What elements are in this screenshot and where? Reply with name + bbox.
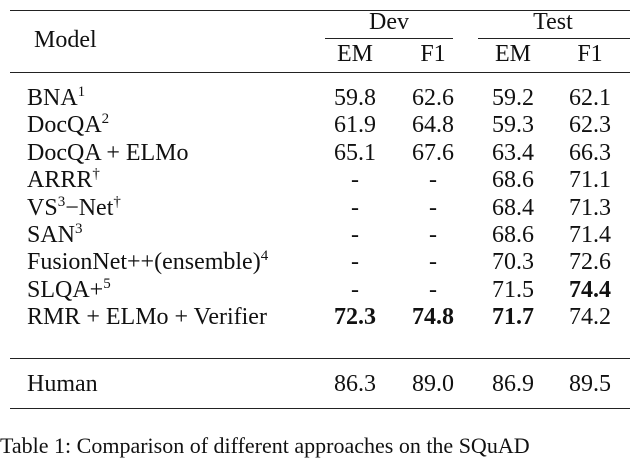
model-superscript: 4 — [260, 248, 269, 265]
model-text: FusionNet++(ensemble) — [27, 249, 261, 276]
cell: - — [429, 222, 437, 248]
model-name: DocQA2 — [27, 111, 109, 139]
model-name: SAN3 — [27, 221, 83, 249]
header-model: Model — [34, 27, 97, 53]
cell: 62.3 — [569, 112, 611, 139]
model-name: BNA1 — [27, 84, 85, 112]
cell: 63.4 — [492, 139, 534, 166]
cell: 59.8 — [334, 85, 376, 111]
group-header: Dev — [369, 9, 409, 35]
cell: - — [429, 249, 437, 276]
model-name: Human — [27, 370, 98, 398]
cell: 67.6 — [412, 139, 454, 166]
group-header: Test — [533, 9, 573, 35]
model-superscript: 3 — [75, 221, 83, 237]
page: Model (() => { const data = JSON.parse(d… — [0, 9, 630, 458]
cell: - — [351, 222, 359, 248]
cell: 71.5 — [492, 276, 534, 303]
model-text: RMR + ELMo + Verifier — [27, 304, 267, 331]
cell: 89.0 — [412, 371, 454, 397]
model-text: VS — [27, 194, 58, 221]
cell: 64.8 — [412, 112, 454, 139]
column-header: EM — [495, 41, 531, 67]
cell: 71.3 — [569, 194, 611, 221]
cell: 65.1 — [334, 139, 376, 166]
model-text: SLQA+ — [27, 276, 104, 303]
cell: 62.6 — [412, 85, 454, 111]
model-text: DocQA + ELMo — [27, 139, 189, 166]
cell: - — [351, 249, 359, 276]
model-superscript: 1 — [77, 84, 86, 100]
column-header: F1 — [577, 41, 603, 67]
model-name: VS3−Net† — [27, 194, 121, 222]
model-text: DocQA — [27, 112, 102, 139]
model-superscript: 2 — [101, 111, 110, 128]
cell: 62.1 — [569, 85, 611, 111]
model-name: FusionNet++(ensemble)4 — [27, 248, 268, 276]
cell: - — [429, 194, 437, 221]
cell: 66.3 — [569, 139, 611, 166]
model-text: SAN — [27, 222, 76, 248]
cell: 59.3 — [492, 112, 534, 139]
cell: 71.1 — [569, 167, 611, 194]
model-superscript: † — [92, 166, 100, 183]
model-text: Human — [27, 371, 98, 397]
cell: 68.6 — [492, 222, 534, 248]
model-text: BNA — [27, 85, 78, 111]
cell: - — [351, 167, 359, 194]
model-name: SLQA+5 — [27, 276, 111, 304]
cell: 72.3 — [334, 304, 376, 331]
column-header: F1 — [420, 41, 446, 67]
model-name: ARRR† — [27, 166, 100, 194]
cell: 74.2 — [569, 304, 611, 331]
cell: 74.8 — [412, 304, 454, 331]
model-text: −Net — [65, 194, 114, 221]
group-rule — [478, 38, 630, 40]
model-name: RMR + ELMo + Verifier — [27, 303, 267, 331]
model-superscript: † — [113, 193, 121, 210]
model-text: ARRR — [27, 167, 93, 194]
cell: 61.9 — [334, 112, 376, 139]
cell: - — [429, 276, 437, 303]
caption: Table 1: Comparison of different approac… — [0, 433, 530, 458]
cell: 71.4 — [569, 222, 611, 248]
cell: 71.7 — [492, 304, 534, 331]
cell: 74.4 — [569, 276, 611, 303]
cell: - — [351, 194, 359, 221]
cell: 68.6 — [492, 167, 534, 194]
cell: 59.2 — [492, 85, 534, 111]
cell: 86.3 — [334, 371, 376, 397]
cell: 89.5 — [569, 371, 611, 397]
header-rule — [10, 72, 630, 74]
model-name: DocQA + ELMo — [27, 139, 189, 167]
group-rule — [325, 38, 453, 40]
mid-rule — [10, 358, 630, 360]
cell: 72.6 — [569, 249, 611, 276]
cell: - — [429, 167, 437, 194]
cell: - — [351, 276, 359, 303]
cell: 68.4 — [492, 194, 534, 221]
cell: 70.3 — [492, 249, 534, 276]
bottom-rule — [10, 408, 630, 410]
top-rule — [10, 10, 630, 12]
model-superscript: 5 — [103, 275, 111, 292]
cell: 86.9 — [492, 371, 534, 397]
model-superscript: 3 — [57, 193, 66, 210]
column-header: EM — [337, 41, 373, 67]
